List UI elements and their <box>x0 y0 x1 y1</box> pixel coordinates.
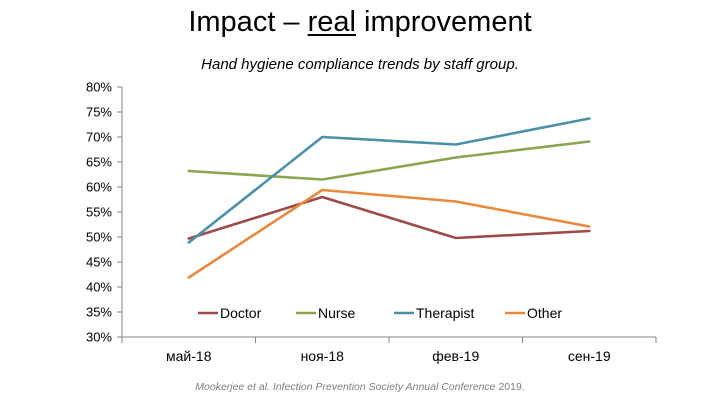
title-text-after: improvement <box>355 6 532 38</box>
chart-title: Hand hygiene compliance trends by staff … <box>201 56 519 73</box>
y-tick-label: 35% <box>86 305 112 320</box>
series-line-therapist <box>187 117 591 244</box>
series-line-other <box>187 188 591 279</box>
citation-source: Infection Prevention Society Annual Conf… <box>272 381 496 393</box>
y-tick-label: 65% <box>86 155 112 170</box>
series-line-doctor <box>187 195 591 240</box>
citation-year: 2019. <box>498 381 525 393</box>
x-tick-label: ноя-18 <box>301 348 345 364</box>
y-tick-label: 70% <box>86 130 112 145</box>
legend-label-therapist: Therapist <box>416 305 474 321</box>
y-tick-label: 30% <box>86 330 112 345</box>
x-tick-label: сен-19 <box>568 348 611 364</box>
citation: Mookerjee et al. Infection Prevention So… <box>0 380 720 394</box>
y-tick-label: 45% <box>86 255 112 270</box>
y-tick-label: 80% <box>86 80 112 95</box>
y-tick-label: 50% <box>86 230 112 245</box>
title-text-underlined: real <box>307 6 356 38</box>
citation-authors: Mookerjee et al. <box>195 381 270 393</box>
slide-title: Impact – real improvement <box>0 2 720 42</box>
legend-label-other: Other <box>527 305 562 321</box>
x-tick-label: фев-19 <box>432 348 479 364</box>
y-tick-label: 60% <box>86 180 112 195</box>
y-tick-label: 55% <box>86 205 112 220</box>
y-tick-label: 75% <box>86 105 112 120</box>
legend-label-doctor: Doctor <box>220 305 262 321</box>
series-line-nurse <box>187 140 591 181</box>
legend-label-nurse: Nurse <box>318 305 356 321</box>
x-tick-label: май-18 <box>166 348 212 364</box>
y-tick-label: 40% <box>86 280 112 295</box>
title-text-before: Impact – <box>188 6 308 38</box>
